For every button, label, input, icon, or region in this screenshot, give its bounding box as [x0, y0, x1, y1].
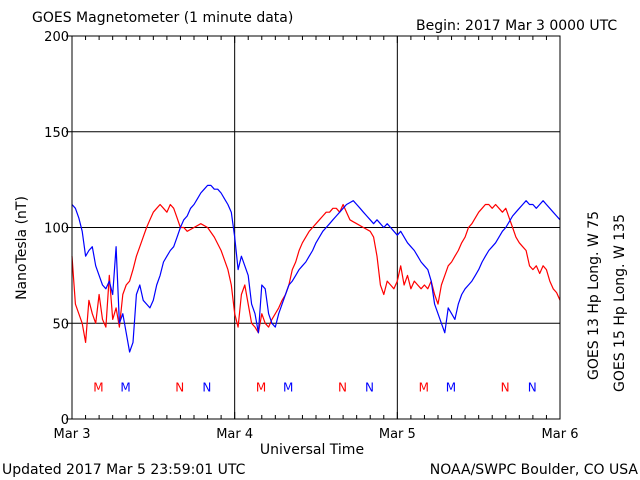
y-tick-label: 150 — [44, 126, 69, 141]
y-tick-label: 200 — [44, 30, 69, 45]
x-axis-label: Universal Time — [260, 442, 364, 458]
noon-marker: N — [365, 380, 374, 394]
x-tick-label: Mar 4 — [216, 427, 253, 442]
x-tick-label: Mar 5 — [379, 427, 416, 442]
credit-text: NOAA/SWPC Boulder, CO USA — [430, 462, 639, 478]
goes13-series-line — [71, 203, 561, 343]
y-tick-label: 0 — [61, 413, 69, 428]
plot-axes: 0 50 100 150 200 Mar 3 Mar 4 Mar 5 Mar 6 — [44, 30, 578, 442]
plot-grid — [71, 35, 561, 420]
y-tick-label: 100 — [44, 222, 69, 237]
noon-marker: N — [528, 380, 537, 394]
x-tick-label: Mar 6 — [542, 427, 579, 442]
midnight-marker: M — [283, 380, 293, 394]
y-tick-label: 50 — [52, 317, 69, 332]
midnight-marker: M — [120, 380, 130, 394]
midnight-marker: M — [93, 380, 103, 394]
legend-goes13: GOES 13 Hp Long. W 75 — [586, 211, 602, 380]
noon-marker: N — [501, 380, 510, 394]
x-tick-label: Mar 3 — [54, 427, 91, 442]
chart-title: GOES Magnetometer (1 minute data) — [32, 10, 293, 26]
midnight-marker: M — [446, 380, 456, 394]
midnight-marker: M — [419, 380, 429, 394]
midnight-marker: M — [256, 380, 266, 394]
begin-date: Begin: 2017 Mar 3 0000 UTC — [416, 18, 617, 34]
goes15-series-line — [71, 184, 561, 353]
plot-frame — [71, 35, 561, 420]
plot-series — [71, 184, 561, 353]
noon-marker: N — [202, 380, 211, 394]
y-axis-label: NanoTesla (nT) — [14, 196, 30, 300]
noon-marker: N — [175, 380, 184, 394]
legend-goes15: GOES 15 Hp Long. W 135 — [612, 214, 628, 392]
noon-marker: N — [338, 380, 347, 394]
updated-timestamp: Updated 2017 Mar 5 23:59:01 UTC — [2, 462, 246, 478]
